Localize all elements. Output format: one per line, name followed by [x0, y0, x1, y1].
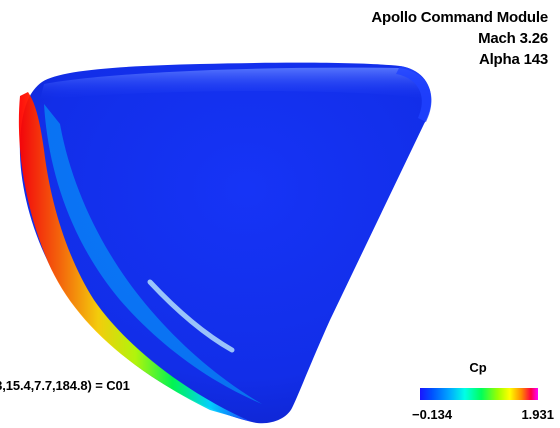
- case-label: 33,15.4,7.7,184.8) = C01: [0, 378, 130, 393]
- mach-number: Mach 3.26: [478, 30, 548, 47]
- surface-highlight: [147, 279, 235, 353]
- legend-colorbar: [420, 388, 538, 400]
- title-block: Apollo Command Module Mach 3.26 Alpha 14…: [371, 7, 548, 70]
- right-corner: [396, 66, 432, 122]
- model-name: Apollo Command Module: [371, 9, 548, 26]
- legend-title: Cp: [469, 360, 487, 375]
- alpha-angle: Alpha 143: [478, 51, 548, 68]
- cp-high-band: [18, 92, 253, 422]
- top-rim: [40, 67, 431, 100]
- cp-legend: Cp −0.134 1.931: [412, 356, 556, 426]
- legend-min-label: −0.134: [412, 407, 453, 422]
- capsule-body: [19, 62, 432, 424]
- legend-max-label: 1.931: [521, 407, 554, 422]
